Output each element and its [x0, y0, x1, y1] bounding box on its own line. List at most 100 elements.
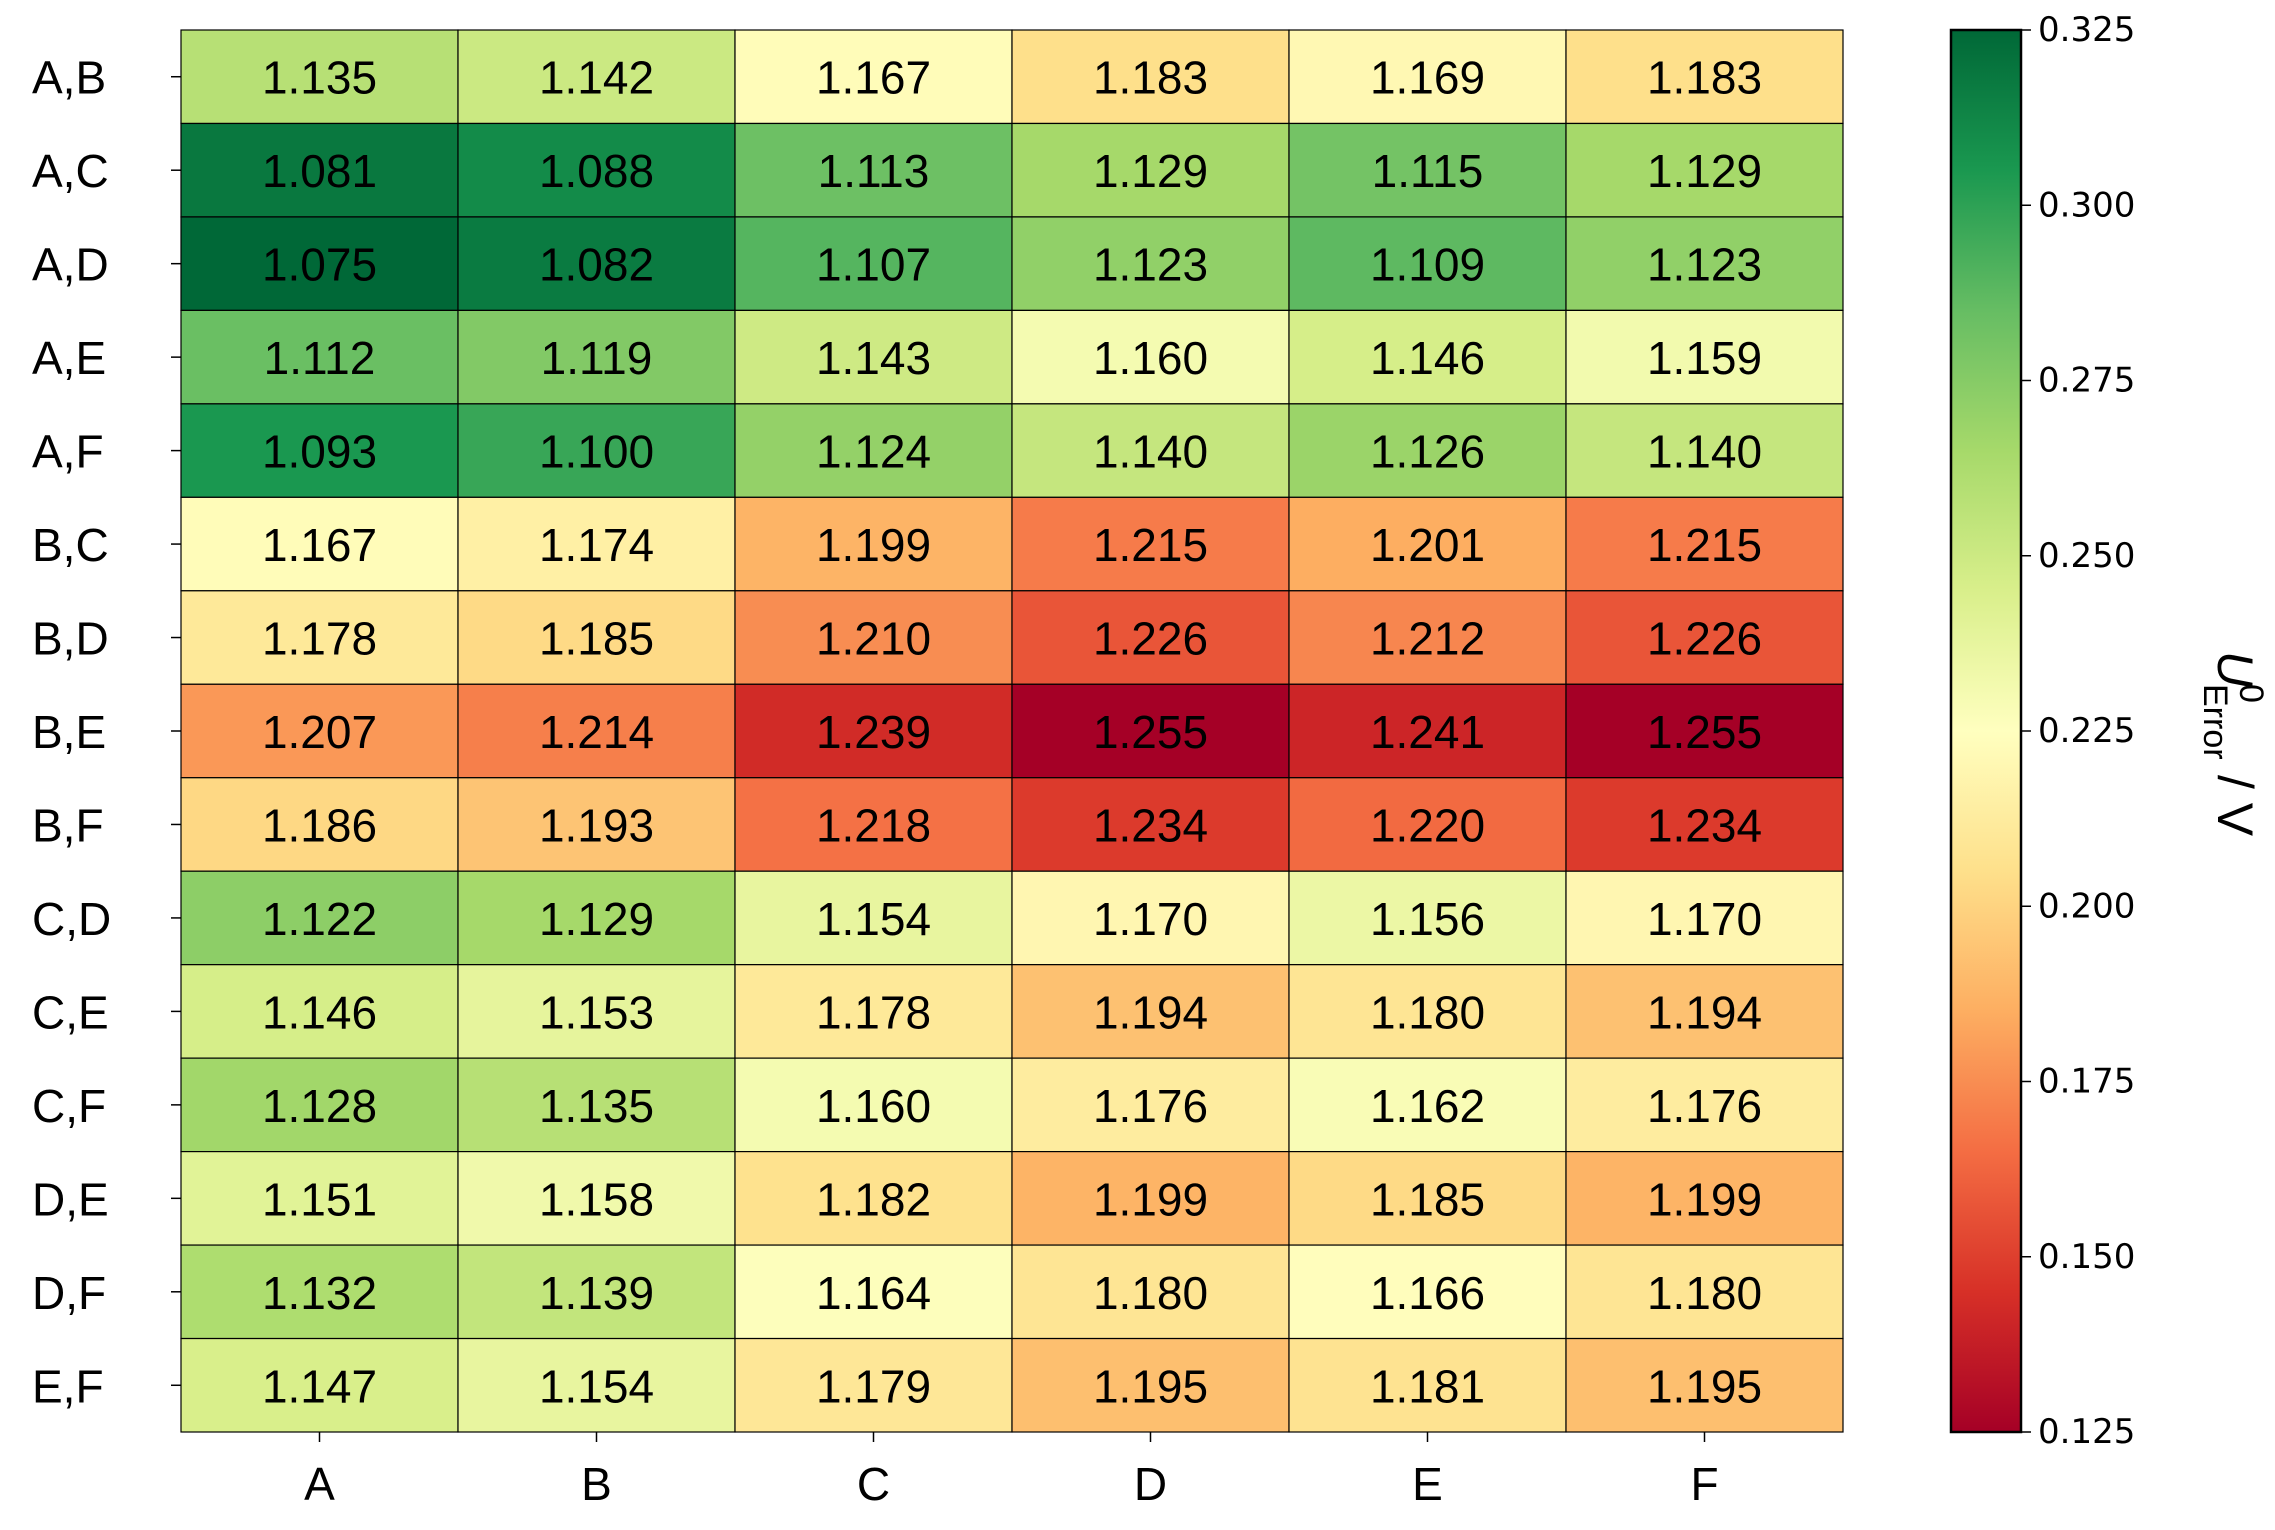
heatmap-cell — [1288, 1337, 1567, 1433]
heatmap-cell — [180, 496, 459, 592]
y-tick-label: A,E — [32, 332, 106, 384]
y-tick-label: E,F — [32, 1360, 104, 1412]
cell-value-label: 1.160 — [816, 1080, 931, 1132]
cell-value-label: 1.154 — [816, 893, 931, 945]
heatmap-cell — [1011, 590, 1290, 685]
cell-value-label: 1.146 — [1370, 332, 1485, 384]
heatmap-cell — [1288, 1057, 1567, 1153]
y-tick-label: C,F — [32, 1080, 106, 1132]
x-axis: A B C D E F — [304, 1432, 1719, 1510]
heatmap-cell — [734, 29, 1013, 125]
heatmap-cell — [734, 403, 1013, 498]
y-tick-label: B,D — [32, 613, 109, 665]
cell-value-label: 1.239 — [816, 706, 931, 758]
cell-value-label: 1.183 — [1647, 52, 1762, 104]
heatmap-cell — [180, 29, 459, 125]
cell-value-label: 1.182 — [816, 1173, 931, 1225]
cell-value-label: 1.255 — [1647, 706, 1762, 758]
heatmap-cell — [1011, 216, 1290, 312]
x-tick-label: C — [857, 1458, 890, 1510]
colorbar-tick-label: 0.225 — [2038, 711, 2135, 751]
heatmap-cell — [1011, 1150, 1290, 1246]
cell-value-label: 1.241 — [1370, 706, 1485, 758]
heatmap-cell — [1565, 777, 1844, 872]
y-tick-label: B,F — [32, 799, 104, 851]
cell-value-label: 1.147 — [262, 1360, 377, 1412]
colorbar-gradient — [1949, 28, 2023, 1434]
cell-value-label: 1.100 — [539, 426, 654, 478]
heatmap-cell — [1565, 683, 1844, 779]
cell-value-label: 1.234 — [1647, 799, 1762, 851]
heatmap-cell — [734, 1244, 1013, 1340]
cell-value-label: 1.255 — [1093, 706, 1208, 758]
heatmap-cell — [734, 777, 1013, 872]
x-tick-label: B — [581, 1458, 612, 1510]
cell-value-label: 1.151 — [262, 1173, 377, 1225]
heatmap-cell — [1288, 496, 1567, 592]
heatmap-cells: 1.135 1.142 1.167 1.183 1.169 1.183 1.081 1.088… — [180, 29, 1844, 1433]
cell-value-label: 1.093 — [262, 426, 377, 478]
cell-value-label: 1.195 — [1647, 1360, 1762, 1412]
cell-value-label: 1.185 — [539, 613, 654, 665]
cell-value-label: 1.140 — [1093, 426, 1208, 478]
cell-value-label: 1.167 — [816, 52, 931, 104]
y-tick-label: C,E — [32, 986, 109, 1038]
heatmap-cell — [457, 1057, 736, 1153]
cell-value-label: 1.081 — [262, 145, 377, 197]
cell-value-label: 1.082 — [539, 239, 654, 291]
cell-value-label: 1.212 — [1370, 613, 1485, 665]
heatmap-cell — [1288, 1150, 1567, 1246]
y-tick-label: B,E — [32, 706, 106, 758]
cell-value-label: 1.215 — [1647, 519, 1762, 571]
heatmap-cell — [734, 1150, 1013, 1246]
heatmap-cell — [1288, 777, 1567, 872]
y-tick-label: D,E — [32, 1173, 109, 1225]
cell-value-label: 1.176 — [1647, 1080, 1762, 1132]
heatmap-cell — [734, 683, 1013, 779]
heatmap-cell — [1288, 683, 1567, 779]
heatmap-cell — [1288, 870, 1567, 966]
cell-value-label: 1.113 — [818, 145, 930, 197]
cell-value-label: 1.129 — [539, 893, 654, 945]
colorbar-label-suffix: / V — [2207, 775, 2263, 837]
cell-value-label: 1.128 — [262, 1080, 377, 1132]
cell-value-label: 1.135 — [262, 52, 377, 104]
heatmap-cell — [457, 777, 736, 872]
heatmap-cell — [1565, 29, 1844, 125]
cell-value-label: 1.194 — [1093, 986, 1208, 1038]
cell-value-label: 1.193 — [539, 799, 654, 851]
heatmap-cell — [1011, 683, 1290, 779]
cell-value-label: 1.166 — [1370, 1267, 1485, 1319]
heatmap-cell — [1288, 216, 1567, 312]
cell-value-label: 1.176 — [1093, 1080, 1208, 1132]
heatmap-cell — [180, 1244, 459, 1340]
heatmap-cell — [1565, 403, 1844, 498]
x-tick-label: F — [1690, 1458, 1718, 1510]
y-tick-label: C,D — [32, 893, 111, 945]
heatmap-cell — [180, 216, 459, 312]
cell-value-label: 1.109 — [1370, 239, 1485, 291]
heatmap-cell — [1565, 1057, 1844, 1153]
cell-value-label: 1.164 — [816, 1267, 931, 1319]
heatmap-cell — [457, 590, 736, 685]
heatmap-cell — [180, 590, 459, 685]
cell-value-label: 1.214 — [539, 706, 654, 758]
heatmap-cell — [1011, 309, 1290, 405]
heatmap-cell — [457, 964, 736, 1059]
colorbar-tick-label: 0.300 — [2038, 185, 2135, 225]
cell-value-label: 1.115 — [1372, 145, 1484, 197]
cell-value-label: 1.195 — [1093, 1360, 1208, 1412]
heatmap-cell — [1288, 403, 1567, 498]
heatmap-cell — [1288, 29, 1567, 125]
heatmap-cell — [1288, 1244, 1567, 1340]
colorbar-tick-label: 0.275 — [2038, 361, 2135, 401]
heatmap-cell — [1565, 122, 1844, 218]
colorbar-tick-label: 0.125 — [2038, 1412, 2135, 1452]
colorbar-label-main: U — [2207, 651, 2263, 688]
y-axis: A,B A,C A,D A,E A,F B,C B,D B,E B,F C,D C,E C,F D,E D… — [32, 52, 181, 1412]
colorbar-tick-label: 0.325 — [2038, 10, 2135, 50]
heatmap-cell — [180, 964, 459, 1059]
cell-value-label: 1.158 — [539, 1173, 654, 1225]
